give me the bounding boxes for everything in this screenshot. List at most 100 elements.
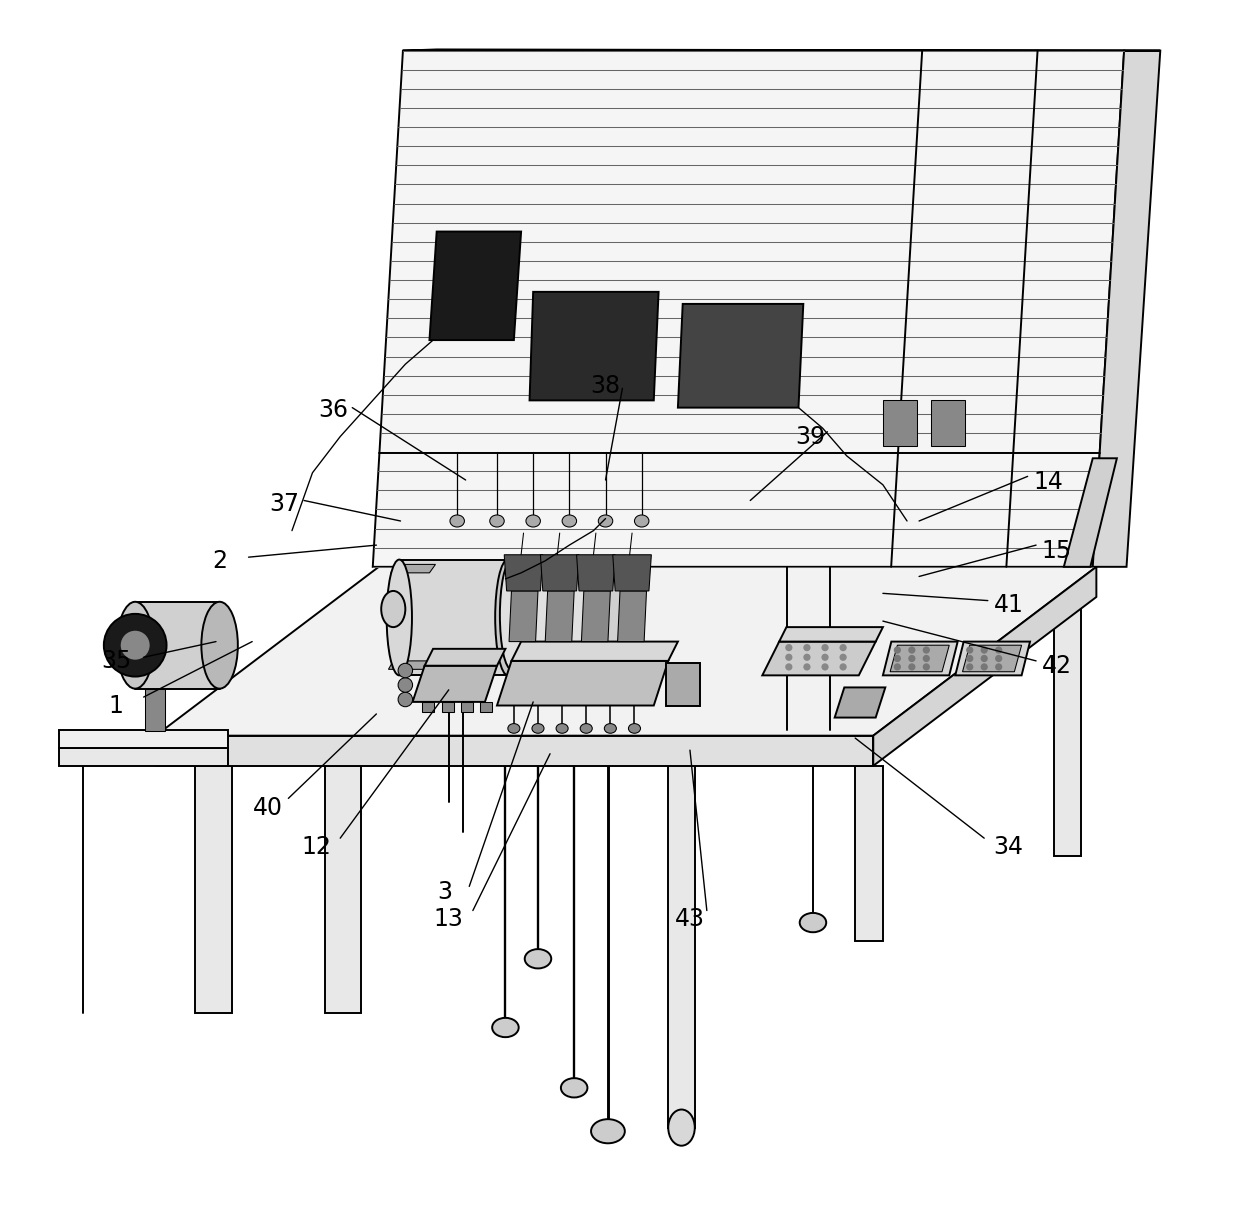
Text: 1: 1 <box>108 693 123 718</box>
Polygon shape <box>60 730 228 748</box>
Text: 37: 37 <box>270 492 300 516</box>
Ellipse shape <box>532 724 544 733</box>
Ellipse shape <box>580 724 593 733</box>
Text: 35: 35 <box>100 649 131 673</box>
Polygon shape <box>577 555 615 591</box>
Circle shape <box>785 663 792 671</box>
Polygon shape <box>856 766 883 941</box>
Polygon shape <box>668 736 694 1128</box>
Ellipse shape <box>668 1110 694 1146</box>
Circle shape <box>966 663 973 671</box>
Polygon shape <box>156 736 873 766</box>
Ellipse shape <box>500 561 523 669</box>
Ellipse shape <box>508 724 520 733</box>
Polygon shape <box>424 649 506 666</box>
Circle shape <box>398 663 413 678</box>
Bar <box>883 400 916 446</box>
Polygon shape <box>510 591 538 642</box>
Circle shape <box>821 654 828 661</box>
Polygon shape <box>325 766 361 1013</box>
Polygon shape <box>955 642 1030 675</box>
Text: 40: 40 <box>253 796 283 820</box>
Circle shape <box>981 646 988 654</box>
Text: 2: 2 <box>212 549 227 573</box>
Ellipse shape <box>591 1119 625 1143</box>
Ellipse shape <box>490 515 505 527</box>
Polygon shape <box>779 627 883 642</box>
Circle shape <box>839 644 847 651</box>
Circle shape <box>839 654 847 661</box>
Circle shape <box>994 655 1002 662</box>
Text: 43: 43 <box>675 907 706 931</box>
Text: 12: 12 <box>301 835 331 859</box>
Circle shape <box>908 646 915 654</box>
Text: 42: 42 <box>1042 654 1071 678</box>
Polygon shape <box>883 642 957 675</box>
Polygon shape <box>613 555 651 591</box>
Polygon shape <box>156 567 1096 736</box>
Ellipse shape <box>604 724 616 733</box>
Text: 38: 38 <box>590 374 620 398</box>
Ellipse shape <box>495 560 521 675</box>
Polygon shape <box>391 564 435 573</box>
Text: 34: 34 <box>993 835 1023 859</box>
Text: 41: 41 <box>993 593 1023 617</box>
Ellipse shape <box>560 1078 588 1097</box>
Text: 39: 39 <box>796 425 826 449</box>
Polygon shape <box>1054 597 1081 856</box>
Circle shape <box>994 663 1002 671</box>
Ellipse shape <box>526 515 541 527</box>
Circle shape <box>966 646 973 654</box>
Circle shape <box>785 654 792 661</box>
Circle shape <box>981 655 988 662</box>
Ellipse shape <box>629 724 641 733</box>
Polygon shape <box>441 702 454 712</box>
Polygon shape <box>763 642 875 675</box>
Polygon shape <box>511 561 616 669</box>
Circle shape <box>923 655 930 662</box>
Polygon shape <box>873 567 1096 766</box>
Text: 36: 36 <box>317 398 348 422</box>
Polygon shape <box>388 661 433 669</box>
Ellipse shape <box>605 561 627 669</box>
Circle shape <box>966 655 973 662</box>
Circle shape <box>894 655 901 662</box>
Ellipse shape <box>450 515 465 527</box>
Circle shape <box>804 663 811 671</box>
Circle shape <box>839 663 847 671</box>
Polygon shape <box>422 702 434 712</box>
Circle shape <box>994 646 1002 654</box>
Circle shape <box>923 663 930 671</box>
Polygon shape <box>582 591 610 642</box>
Ellipse shape <box>562 515 577 527</box>
Polygon shape <box>497 661 668 706</box>
Polygon shape <box>429 232 521 340</box>
Ellipse shape <box>492 1018 518 1037</box>
Ellipse shape <box>387 560 412 675</box>
Polygon shape <box>618 591 646 642</box>
Ellipse shape <box>201 602 238 689</box>
Ellipse shape <box>556 724 568 733</box>
Ellipse shape <box>598 515 613 527</box>
Bar <box>931 400 965 446</box>
Polygon shape <box>373 51 1125 567</box>
Text: 13: 13 <box>434 907 464 931</box>
Polygon shape <box>505 555 543 591</box>
Polygon shape <box>145 689 165 731</box>
Ellipse shape <box>800 913 826 932</box>
Polygon shape <box>1064 458 1117 567</box>
Polygon shape <box>196 766 232 1013</box>
Text: 15: 15 <box>1042 539 1071 563</box>
Polygon shape <box>480 702 492 712</box>
Circle shape <box>785 644 792 651</box>
Polygon shape <box>529 292 658 400</box>
Circle shape <box>804 644 811 651</box>
Text: 3: 3 <box>438 880 453 904</box>
Polygon shape <box>413 666 497 702</box>
Circle shape <box>804 654 811 661</box>
Text: 14: 14 <box>1033 470 1063 494</box>
Circle shape <box>981 663 988 671</box>
Circle shape <box>821 644 828 651</box>
Polygon shape <box>135 602 219 689</box>
Circle shape <box>821 663 828 671</box>
